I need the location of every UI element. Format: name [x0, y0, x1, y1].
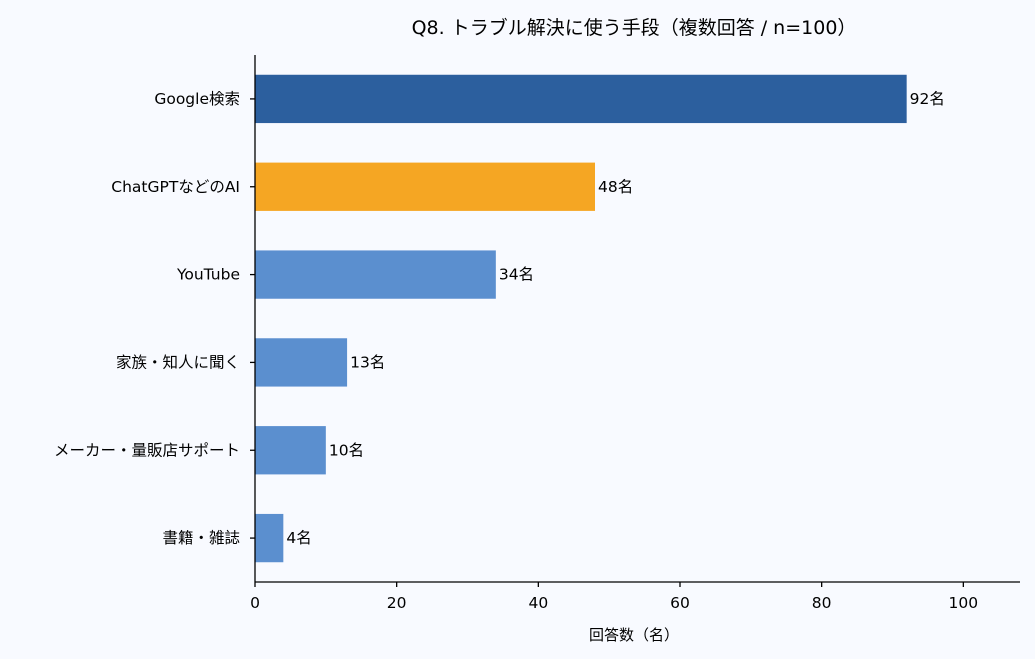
- bar: [255, 162, 595, 211]
- data-label: 4名: [286, 529, 311, 547]
- bar: [255, 74, 907, 124]
- x-tick-label: 100: [949, 594, 979, 612]
- x-tick-label: 0: [250, 594, 260, 612]
- category-label: YouTube: [176, 266, 240, 284]
- category-label: 家族・知人に聞く: [116, 353, 240, 371]
- data-label: 13名: [350, 353, 385, 371]
- data-label: 10名: [329, 441, 364, 459]
- category-label: Google検索: [154, 90, 240, 108]
- x-axis-ticks-group: 0 20 40 60 80 100: [250, 582, 978, 612]
- bar: [255, 338, 348, 387]
- data-label: 92名: [910, 90, 945, 108]
- x-tick-label: 40: [528, 594, 548, 612]
- x-axis-title: 回答数（名）: [589, 626, 679, 644]
- x-tick-label: 60: [670, 594, 690, 612]
- bars-group: [255, 74, 907, 563]
- category-label: 書籍・雑誌: [162, 529, 240, 547]
- bar: [255, 513, 284, 563]
- bar: [255, 250, 496, 299]
- x-tick-label: 80: [812, 594, 832, 612]
- value-labels-group: 92名 48名 34名 13名 10名 4名: [286, 90, 945, 547]
- category-labels-group: Google検索 ChatGPTなどのAI YouTube 家族・知人に聞くメーカー・…: [54, 90, 255, 547]
- category-label: ChatGPTなどのAI: [111, 178, 240, 196]
- chart-title: Q8. トラブル解決に使う手段（複数回答 / n=100）: [412, 16, 857, 39]
- x-tick-label: 20: [387, 594, 407, 612]
- data-label: 48名: [598, 178, 633, 196]
- data-label: 34名: [499, 266, 534, 284]
- bar: [255, 426, 326, 475]
- category-label: メーカー・量販店サポート: [54, 441, 240, 459]
